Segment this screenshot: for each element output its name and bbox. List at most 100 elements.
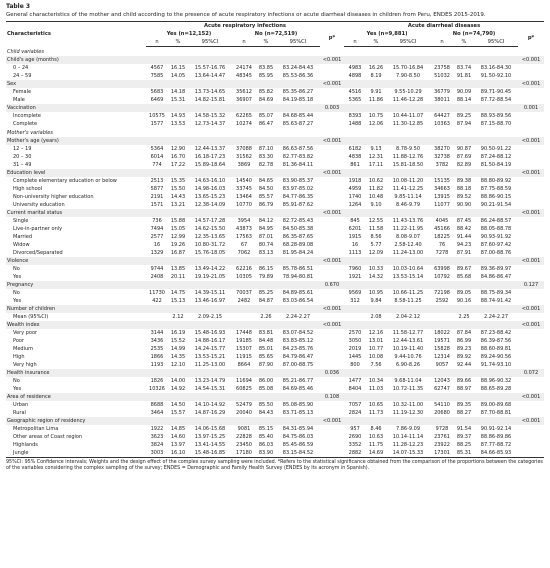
row-label: Married [13, 234, 33, 240]
cell: 861 [350, 162, 360, 168]
cell: 90.09 [456, 89, 472, 95]
cell: 88.25 [456, 442, 472, 448]
data-row: High school 5877 15.50 14.98-16.03 33745 84.5… [6, 185, 544, 193]
row-label: Rural [13, 410, 26, 416]
row-label: Single [13, 218, 29, 224]
cell: 12.73-14.37 [194, 121, 226, 127]
cell: 90.87 [456, 146, 472, 152]
cell: 14.18 [170, 89, 186, 95]
data-row: Very high 1193 12.10 11.25-13.00 8664 87.90 87… [6, 361, 544, 369]
cell: 15.76-18.05 [194, 250, 226, 256]
page: Table 3 General characteristics of the m… [6, 3, 545, 471]
cell: 88.05-88.78 [480, 226, 512, 232]
cell: 85.08 [258, 386, 274, 392]
p-value: 0.003 [320, 104, 345, 112]
cell: 13.65-15.23 [194, 194, 226, 200]
cell: 16.19 [170, 330, 186, 336]
cell: 14.60 [170, 434, 186, 440]
cell: 4898 [348, 73, 362, 79]
group-label: Sex [6, 80, 320, 88]
cell: 2.04-2.12 [395, 314, 421, 320]
cell: 84.48 [258, 338, 274, 344]
cell: 8688 [150, 402, 164, 408]
table-label: Table 3 [6, 3, 31, 10]
cell: 2882 [344, 449, 367, 458]
spacer [518, 225, 544, 233]
group-row: Child's age (months) <0.001 <0.001 [6, 56, 545, 64]
cell: 13.64-14.47 [194, 73, 226, 79]
group-label: Pregnancy [6, 281, 320, 289]
cell: 85.31 [454, 449, 475, 458]
cell: 87.75-88.59 [480, 186, 512, 192]
p-value: 0.670 [320, 281, 345, 289]
cell: 15828 [434, 346, 450, 352]
cell: 12.06 [368, 121, 384, 127]
cell: 8.78-9.50 [395, 146, 421, 152]
row-label: University education [13, 202, 65, 208]
cell: 84.23-85.76 [282, 346, 314, 352]
group-label: Vaccination [6, 104, 320, 112]
row-label: Yes [13, 386, 22, 392]
spacer [518, 233, 544, 241]
cell: 2577 [150, 234, 164, 240]
cell: 86.47 [258, 121, 274, 127]
cell: 2.09-2.15 [197, 314, 223, 320]
cell: 10.08-11.20 [392, 178, 424, 184]
cell: 13.53-15.14 [392, 274, 424, 280]
cell: 14.69 [366, 449, 387, 458]
cell: 90.91-92.14 [480, 426, 512, 432]
group-row: Health insurance 0.036 0.072 [6, 369, 545, 377]
cell: 2690 [348, 434, 362, 440]
cell: 85.53-86.36 [282, 73, 314, 79]
p-value: <0.001 [518, 169, 545, 177]
cell: 84.50 [258, 186, 274, 192]
cell: 87.70-88.81 [480, 410, 512, 416]
cell: 22828 [236, 434, 252, 440]
cell: 86.99 [456, 338, 472, 344]
data-row: Divorced/Separated 1329 16.87 15.76-18.05 70… [6, 249, 544, 257]
p-value: <0.001 [320, 209, 345, 217]
cell: 86.35-87.65 [282, 234, 314, 240]
row-label: Very high [13, 362, 37, 368]
cell: 85.78-86.51 [282, 266, 314, 272]
cell: 91.81 [456, 73, 472, 79]
cell: 84.68-85.44 [282, 113, 314, 119]
cell: 82.78 [258, 162, 274, 168]
row-label: Other areas of Coast region [13, 434, 83, 440]
cell: 11.86 [368, 97, 384, 103]
cell: 86.39-87.56 [480, 338, 512, 344]
spacer [518, 177, 544, 185]
cell: 89.25 [456, 113, 472, 119]
spacer [320, 201, 344, 209]
data-row: 0 – 24 4567 16.15 15.57-16.76 24174 83.85 83.2… [6, 64, 544, 72]
cell: 17301 [430, 449, 455, 458]
cell: 2.58-12.40 [394, 242, 422, 248]
row-label: Jungle [6, 449, 146, 458]
cell: 19571 [434, 338, 450, 344]
data-row: Poor 3436 15.52 14.88-16.17 19185 84.48 83.83-… [6, 337, 544, 345]
spacer [518, 161, 544, 169]
data-row: Medium 2535 14.99 14.24-15.77 15307 85.01 84.2… [6, 345, 544, 353]
data-row: Other areas of Coast region 3623 14.60 13.9… [6, 433, 544, 441]
spacer [320, 449, 345, 458]
header-cell: Characteristics [6, 21, 146, 47]
spacer [320, 273, 344, 281]
spacer [518, 409, 544, 417]
cell: 67 [240, 242, 248, 248]
cell: 36907 [236, 97, 252, 103]
cell: 10770 [236, 202, 252, 208]
cell: 8404 [348, 386, 362, 392]
cell: 88.97 [456, 386, 472, 392]
cell: 87.84 [456, 330, 472, 336]
spacer [320, 193, 344, 201]
cell: 13.41-14.55 [194, 442, 226, 448]
cell: 10305 [236, 274, 252, 280]
header-cell: Acute respiratory infections [146, 21, 345, 30]
cell: 85.25 [258, 290, 274, 296]
cell: 2513 [150, 178, 164, 184]
cell: 15.31 [170, 97, 186, 103]
cell: 14.93 [170, 113, 186, 119]
cell: 83.03-86.54 [282, 298, 314, 304]
spacer [344, 137, 519, 145]
cell: 10.72-11.35 [392, 386, 424, 392]
